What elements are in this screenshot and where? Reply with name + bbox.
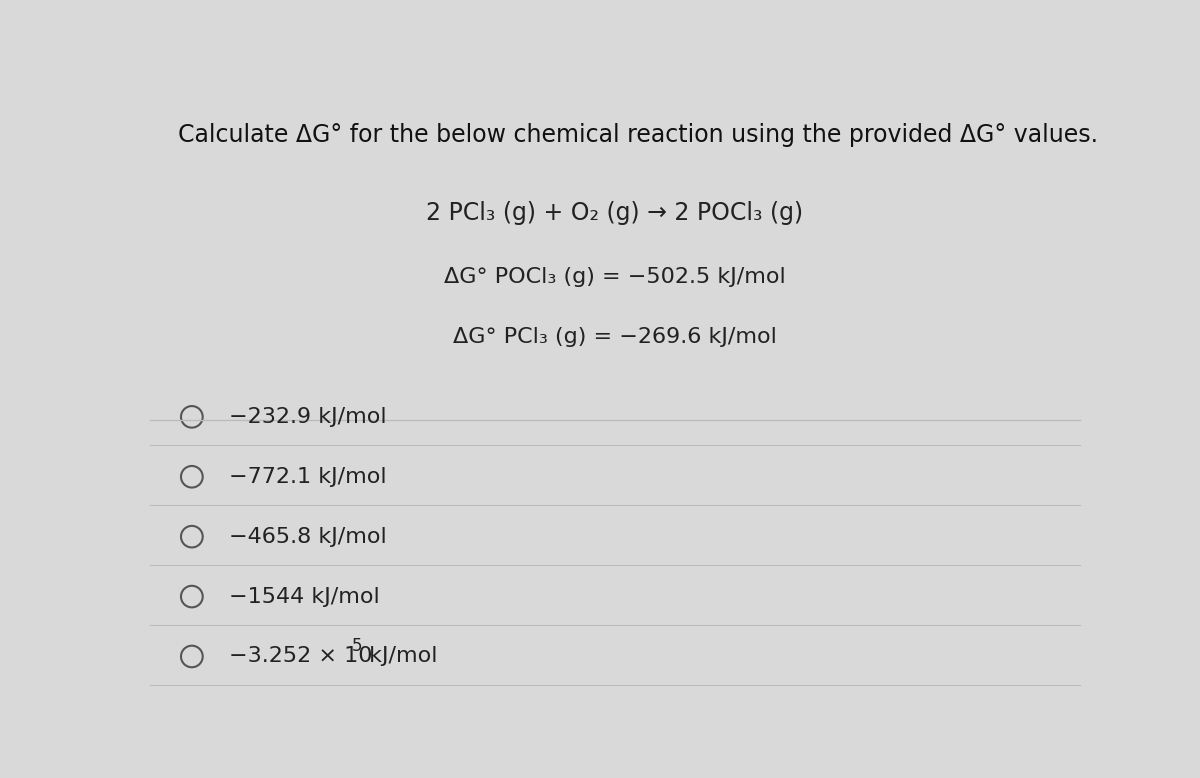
Text: 5: 5 [352, 636, 362, 655]
Text: −772.1 kJ/mol: −772.1 kJ/mol [229, 467, 386, 487]
Text: −465.8 kJ/mol: −465.8 kJ/mol [229, 527, 386, 547]
Text: −232.9 kJ/mol: −232.9 kJ/mol [229, 407, 386, 427]
Text: ΔG° PCl₃ (g) = −269.6 kJ/mol: ΔG° PCl₃ (g) = −269.6 kJ/mol [454, 327, 776, 347]
Text: 2 PCl₃ (g) + O₂ (g) → 2 POCl₃ (g): 2 PCl₃ (g) + O₂ (g) → 2 POCl₃ (g) [426, 202, 804, 225]
Text: ΔG° POCl₃ (g) = −502.5 kJ/mol: ΔG° POCl₃ (g) = −502.5 kJ/mol [444, 267, 786, 287]
Text: −3.252 × 10: −3.252 × 10 [229, 647, 372, 667]
Text: −1544 kJ/mol: −1544 kJ/mol [229, 587, 379, 607]
Text: kJ/mol: kJ/mol [362, 647, 438, 667]
Text: Calculate ΔG° for the below chemical reaction using the provided ΔG° values.: Calculate ΔG° for the below chemical rea… [178, 124, 1098, 147]
